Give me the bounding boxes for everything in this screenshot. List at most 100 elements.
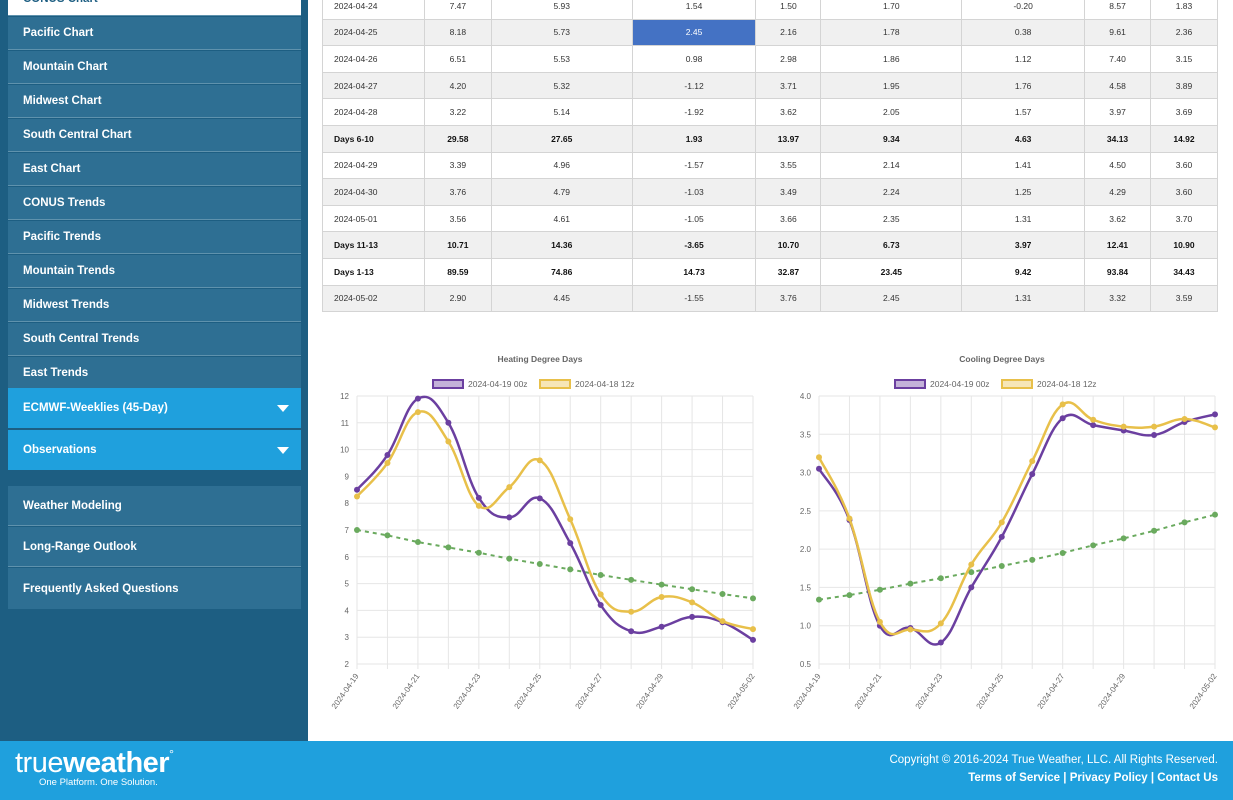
data-point [907, 626, 914, 633]
sidebar-item-observations[interactable]: Observations [8, 430, 301, 470]
data-point [628, 628, 635, 635]
sidebar-item-mountain-trends[interactable]: Mountain Trends [8, 255, 301, 288]
degree-day-table: 2024-04-24 7.47 5.93 1.54 1.50 1.70 -0.20 8.57 1… [322, 0, 1219, 313]
data-point [816, 596, 822, 603]
table-row: 2024-04-30 3.76 4.79 -1.03 3.49 2.24 1.25 4.29 3… [322, 178, 1219, 206]
data-point [1120, 535, 1127, 542]
trueweather-logo[interactable]: trueweather° One Platform. One Solution. [15, 747, 174, 788]
table-cell: 29.58 [423, 124, 492, 153]
sidebar-item-pacific-trends[interactable]: Pacific Trends [8, 221, 301, 254]
sidebar-item-label: Midwest Chart [23, 95, 102, 107]
data-point [816, 465, 822, 472]
terms-of-service-link[interactable]: Terms of Service [968, 772, 1061, 784]
sidebar-item-frequently-asked-questions[interactable]: Frequently Asked Questions [8, 568, 301, 609]
row-label-cell: 2024-05-02 [322, 284, 425, 313]
table-cell: 10.71 [423, 231, 492, 259]
data-point [628, 576, 635, 583]
table-cell: 4.58 [1084, 71, 1151, 100]
sidebar-item-conus-chart[interactable]: CONUS Chart [8, 0, 301, 16]
table-row: 2024-04-26 6.51 5.53 0.98 2.98 1.86 1.12 7.40 3.… [322, 45, 1219, 73]
caret-down-icon[interactable] [277, 405, 289, 412]
y-tick-label: 2 [345, 660, 350, 669]
table-cell: 3.97 [1084, 98, 1151, 126]
data-point [719, 618, 726, 625]
table-cell: -1.12 [631, 71, 757, 100]
table-cell: 9.34 [820, 124, 963, 153]
legend-swatch [539, 379, 571, 389]
sidebar-item-midwest-chart[interactable]: Midwest Chart [8, 85, 301, 118]
x-tick-label: 2024-04-29 [634, 672, 665, 711]
table-row: Days 11-13 10.71 14.36 -3.65 10.70 6.73 3.97 12… [322, 231, 1219, 259]
table-cell: 1.54 [631, 0, 757, 20]
logo-ring-icon: ° [169, 747, 174, 761]
table-cell: 1.31 [961, 204, 1086, 233]
table-cell: -1.05 [631, 204, 757, 233]
data-point [876, 586, 883, 593]
data-point [719, 591, 726, 598]
logo-text-thin: true [15, 747, 63, 779]
table-cell: 2.35 [820, 204, 963, 233]
table-row: Days 1-13 89.59 74.86 14.73 32.87 23.45 9.42 93… [322, 257, 1219, 286]
data-point [628, 608, 635, 615]
table-cell: 3.22 [423, 98, 492, 126]
data-point [1059, 549, 1066, 556]
copyright-text: Copyright © 2016-2024 True Weather, LLC.… [889, 754, 1218, 766]
sidebar-item-midwest-trends[interactable]: Midwest Trends [8, 289, 301, 322]
contact-us-link[interactable]: Contact Us [1157, 772, 1218, 784]
table-cell: 0.38 [961, 18, 1086, 47]
table-cell: 5.93 [490, 0, 633, 20]
data-point [506, 514, 513, 521]
table-cell: 3.76 [755, 284, 822, 313]
table-cell: 2.16 [755, 18, 822, 47]
sidebar-item-mountain-chart[interactable]: Mountain Chart [8, 51, 301, 84]
legend-label: 2024-04-19 00z [930, 379, 990, 389]
sidebar-item-pacific-chart[interactable]: Pacific Chart [8, 17, 301, 50]
data-point [1090, 422, 1097, 429]
data-point [750, 595, 756, 602]
data-point [689, 599, 696, 606]
row-label-cell: 2024-04-28 [322, 98, 425, 126]
x-tick-label: 2024-05-02 [1188, 672, 1219, 711]
table-cell: 6.73 [820, 231, 963, 259]
y-tick-label: 11 [341, 419, 350, 428]
data-point [475, 494, 482, 501]
sidebar-item-south-central-chart[interactable]: South Central Chart [8, 119, 301, 152]
privacy-policy-link[interactable]: Privacy Policy [1069, 772, 1148, 784]
data-point [968, 561, 975, 568]
table-cell: 3.62 [755, 98, 822, 126]
charts-area: Heating Degree Days 2024-04-19 00z 2024-04… [330, 354, 1219, 711]
y-tick-label: 2.0 [800, 545, 812, 554]
sidebar-item-south-central-trends[interactable]: South Central Trends [8, 323, 301, 356]
sidebar-item-label: Weather Modeling [23, 499, 122, 512]
caret-down-icon[interactable] [277, 447, 289, 454]
data-point [475, 502, 482, 509]
x-tick-label: 2024-05-02 [726, 672, 757, 711]
table-cell: 3.71 [755, 71, 822, 100]
table-cell: 3.55 [755, 151, 822, 180]
data-point [658, 623, 665, 630]
sidebar-item-conus-trends[interactable]: CONUS Trends [8, 187, 301, 220]
data-point [354, 493, 360, 500]
sidebar-item-ecmwf-weeklies-45-day-[interactable]: ECMWF-Weeklies (45-Day) [8, 388, 301, 428]
sidebar-item-long-range-outlook[interactable]: Long-Range Outlook [8, 527, 301, 567]
table-cell: 1.83 [1149, 0, 1219, 20]
sidebar-item-east-trends[interactable]: East Trends [8, 357, 301, 390]
sidebar-item-label: Observations [23, 444, 97, 456]
sidebar-item-weather-modeling[interactable]: Weather Modeling [8, 486, 301, 526]
table-cell: 2.24 [820, 178, 963, 206]
x-tick-label: 2024-04-21 [391, 672, 422, 711]
data-point [1151, 432, 1158, 439]
sidebar-item-east-chart[interactable]: East Chart [8, 153, 301, 186]
table-cell: 3.60 [1149, 151, 1219, 180]
sidebar-item-label: Long-Range Outlook [23, 540, 137, 553]
sidebar-item-label: South Central Trends [23, 333, 140, 345]
table-cell: 32.87 [755, 257, 822, 286]
sidebar-item-label: Pacific Trends [23, 231, 101, 243]
table-row: 2024-04-27 4.20 5.32 -1.12 3.71 1.95 1.76 4.58 3… [322, 71, 1219, 100]
table-cell: 1.50 [755, 0, 822, 20]
table-cell: 4.20 [423, 71, 492, 100]
table-cell: 14.73 [631, 257, 757, 286]
x-tick-label: 2024-04-23 [452, 672, 483, 711]
series-line [356, 410, 754, 631]
y-tick-label: 2.5 [800, 507, 812, 516]
